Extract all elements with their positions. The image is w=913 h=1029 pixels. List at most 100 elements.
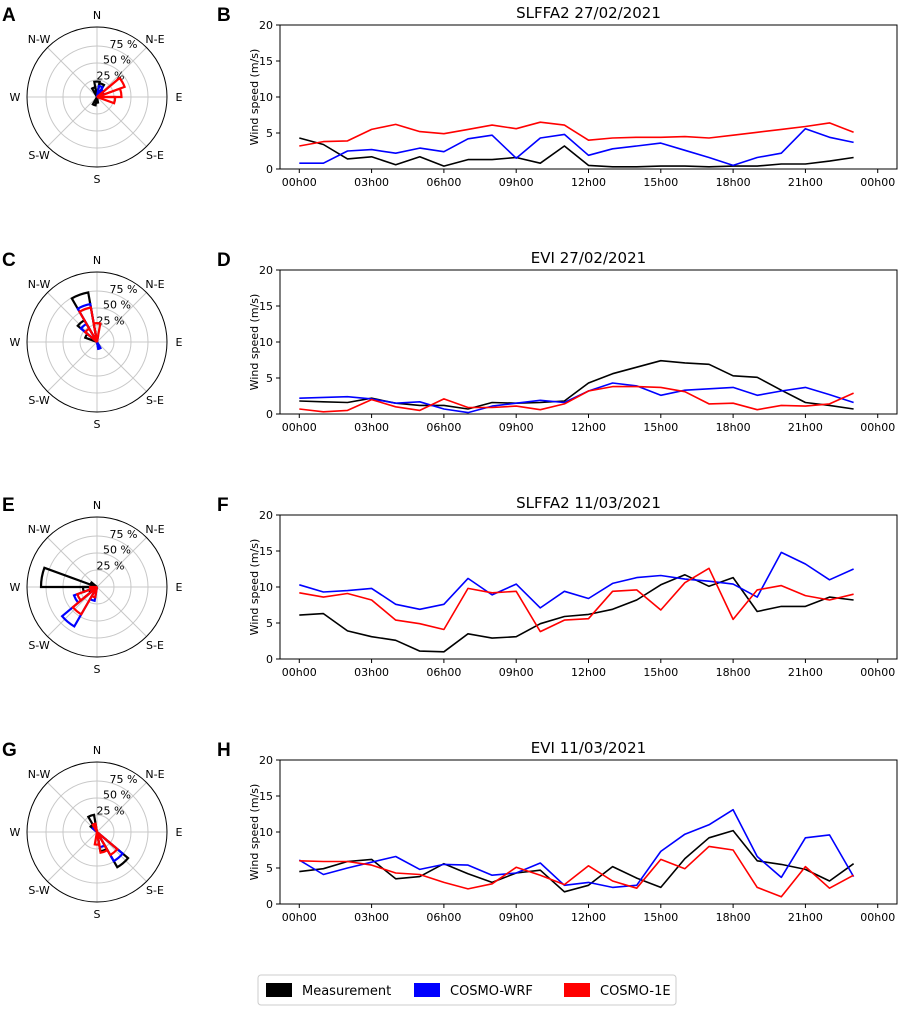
- x-tick-label: 03h00: [354, 911, 389, 924]
- x-tick-label: 21h00: [788, 176, 823, 189]
- x-tick-label: 15h00: [643, 421, 678, 434]
- y-axis-label: Wind speed (m/s): [248, 539, 261, 636]
- x-tick-label: 06h00: [426, 176, 461, 189]
- y-tick-label: 20: [259, 19, 273, 32]
- compass-label-e: E: [176, 336, 183, 349]
- x-tick-label: 00h00: [860, 176, 895, 189]
- x-tick-label: 06h00: [426, 421, 461, 434]
- compass-label-w: W: [10, 581, 21, 594]
- y-axis-label: Wind speed (m/s): [248, 49, 261, 146]
- series-line-measurement: [299, 359, 854, 410]
- compass-label-e: E: [176, 581, 183, 594]
- rose-wedge-cosmo-1e: [71, 586, 98, 616]
- compass-label-n-w: N-W: [28, 768, 51, 781]
- rose-wedge-measurement: [39, 566, 98, 589]
- legend-swatch-measurement: [266, 983, 292, 997]
- rose-ring-label: 25 %: [97, 804, 125, 817]
- series-line-cosmo-1e: [299, 385, 854, 413]
- panel-label: G: [2, 740, 17, 761]
- rose-ring-label: 50 %: [103, 789, 131, 802]
- wind-rose-g: G 25 % 50 % 75 % N N-E E S-E S S-W W N-W: [2, 740, 183, 921]
- x-tick-label: 03h00: [354, 666, 389, 679]
- x-tick-label: 09h00: [499, 176, 534, 189]
- compass-label-n-e: N-E: [145, 523, 164, 536]
- rose-wedge-cosmo-1e: [96, 95, 117, 105]
- rose-wedge-cosmo-1e: [93, 831, 101, 846]
- y-tick-label: 5: [266, 372, 273, 385]
- rose-wedge-cosmo-1e: [91, 822, 99, 833]
- compass-label-s: S: [94, 908, 101, 921]
- x-tick-label: 21h00: [788, 421, 823, 434]
- x-tick-label: 15h00: [643, 176, 678, 189]
- rose-spoke: [47, 537, 98, 588]
- x-tick-label: 03h00: [354, 421, 389, 434]
- panel-label: E: [2, 495, 15, 516]
- x-tick-label: 00h00: [860, 421, 895, 434]
- x-tick-label: 12h00: [571, 911, 606, 924]
- rose-spoke: [96, 96, 147, 147]
- rose-wedge-cosmo-1e: [77, 306, 99, 343]
- rose-spoke: [96, 341, 147, 392]
- y-tick-label: 15: [259, 55, 273, 68]
- rose-spoke: [96, 537, 147, 588]
- x-tick-label: 00h00: [282, 421, 317, 434]
- compass-label-n-w: N-W: [28, 523, 51, 536]
- compass-label-s-w: S-W: [28, 639, 50, 652]
- rose-outer-ring: [26, 271, 168, 413]
- rose-spoke: [47, 47, 98, 98]
- panel-label: A: [2, 5, 16, 26]
- compass-label-s-w: S-W: [28, 884, 50, 897]
- y-tick-label: 10: [259, 91, 273, 104]
- x-tick-label: 18h00: [716, 421, 751, 434]
- panel-label: B: [217, 5, 231, 26]
- rose-ring-label: 50 %: [103, 54, 131, 67]
- y-tick-label: 20: [259, 509, 273, 522]
- y-tick-label: 20: [259, 264, 273, 277]
- series-line-cosmo-wrf: [298, 808, 855, 889]
- y-tick-label: 10: [259, 336, 273, 349]
- y-tick-label: 0: [266, 898, 273, 911]
- rose-ring-label: 75 %: [110, 283, 138, 296]
- series-line-measurement: [299, 573, 854, 653]
- x-tick-label: 06h00: [426, 666, 461, 679]
- rose-spoke: [96, 782, 147, 833]
- rose-wedge-cosmo-1e: [96, 76, 127, 99]
- series-line-cosmo-wrf: [299, 551, 854, 611]
- x-tick-label: 18h00: [716, 176, 751, 189]
- x-tick-label: 12h00: [571, 421, 606, 434]
- x-tick-label: 15h00: [643, 911, 678, 924]
- wind-rose-a: A25 %50 %75 %NN-EES-ESS-WWN-W: [2, 5, 183, 186]
- rose-ring-label: 25 %: [97, 559, 125, 572]
- rose-outer-ring: [26, 516, 168, 658]
- y-tick-label: 5: [266, 127, 273, 140]
- y-tick-label: 15: [259, 545, 273, 558]
- rose-wedge-cosmo-wrf: [76, 302, 99, 343]
- line-chart-d: D EVI 27/02/2021 0 5 10 15 20 00h00 03h00 06h00 09…: [217, 249, 898, 434]
- x-tick-label: 21h00: [788, 911, 823, 924]
- rose-wedge-cosmo-1e: [96, 831, 119, 857]
- rose-spoke: [96, 586, 147, 637]
- rose-wedge-cosmo-wrf: [96, 831, 125, 863]
- rose-wedge-cosmo-1e: [88, 585, 98, 591]
- x-tick-label: 21h00: [788, 666, 823, 679]
- compass-label-n: N: [93, 499, 101, 512]
- y-axis-label: Wind speed (m/s): [248, 294, 261, 391]
- rose-wedge-measurement: [86, 813, 99, 833]
- y-tick-label: 0: [266, 408, 273, 421]
- compass-label-n-e: N-E: [145, 768, 164, 781]
- compass-label-s: S: [94, 173, 101, 186]
- rose-outer-ring: [26, 761, 168, 903]
- x-tick-label: 06h00: [426, 911, 461, 924]
- y-axis-label: Wind speed (m/s): [248, 784, 261, 881]
- panel-label: D: [217, 250, 231, 271]
- y-tick-label: 0: [266, 653, 273, 666]
- chart-title: SLFFA2 11/03/2021: [516, 494, 661, 512]
- x-tick-label: 09h00: [499, 911, 534, 924]
- plot-frame: [279, 269, 898, 415]
- rose-wedge-measurement: [90, 86, 99, 98]
- line-chart-b: B SLFFA2 27/02/2021 0 5 10 15 20 00h00 03h00 06h0…: [217, 4, 898, 189]
- rose-wedge-measurement: [88, 580, 98, 589]
- legend-swatch-cosmo-1e: [564, 983, 590, 997]
- rose-spoke: [47, 831, 98, 882]
